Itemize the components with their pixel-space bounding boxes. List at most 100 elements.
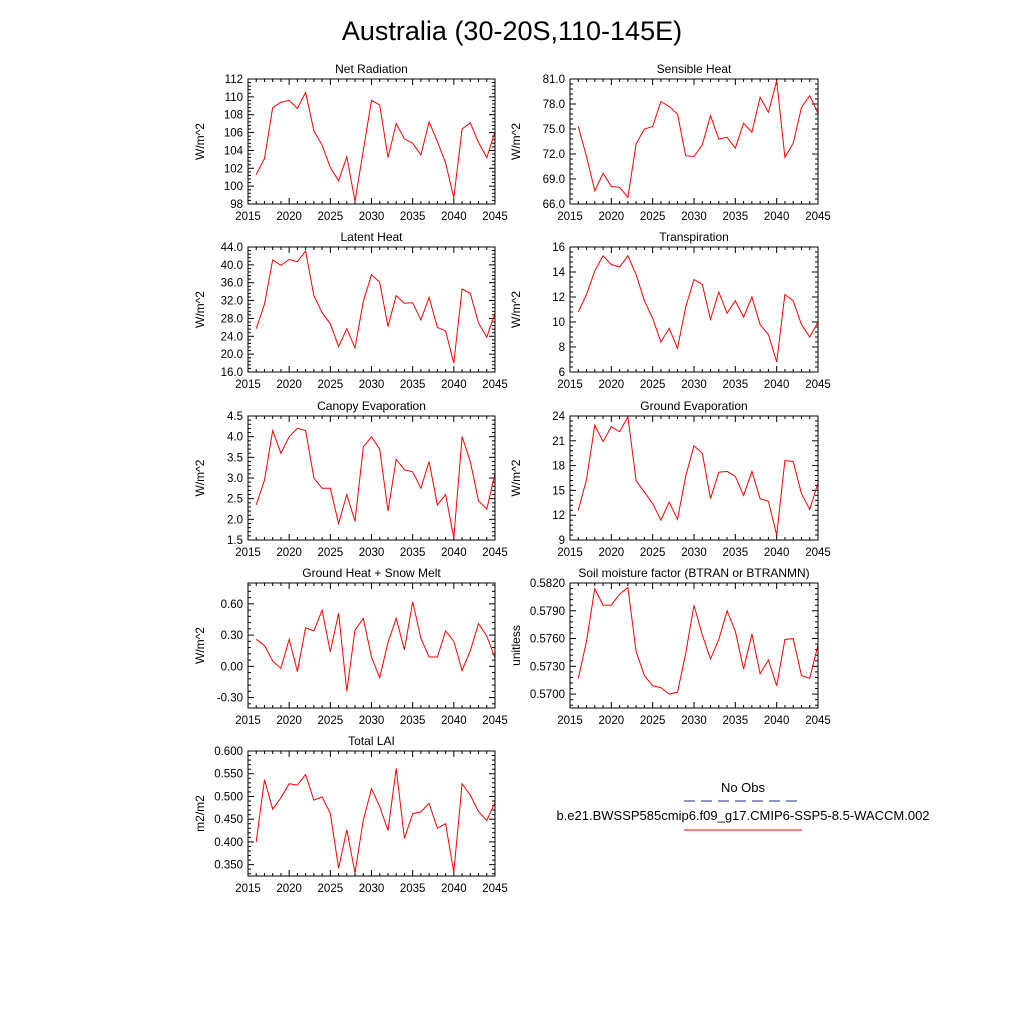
y-tick-label: 102 [224, 163, 243, 175]
y-tick-label: 44.0 [221, 242, 243, 254]
y-tick-label: 112 [225, 74, 243, 86]
panel-9: Total LAI 2015 2020 2025 2030 2035 2040 2045 0.3… [193, 734, 508, 895]
x-tick-label: 2020 [599, 379, 625, 391]
y-tick-label: 28.0 [221, 313, 243, 325]
series-line [255, 768, 496, 873]
x-tick-label: 2025 [640, 715, 666, 727]
panel-title: Net Radiation [335, 62, 408, 76]
x-tick-label: 2040 [764, 547, 790, 559]
y-tick-label: 110 [225, 92, 243, 104]
y-axis-label: W/m^2 [193, 123, 207, 160]
x-tick-label: 2015 [557, 547, 583, 559]
y-axis-label: W/m^2 [509, 123, 523, 160]
x-tick-label: 2030 [359, 715, 385, 727]
plot-frame [569, 582, 819, 709]
panel-title: Canopy Evaporation [317, 399, 426, 413]
y-tick-label: 69.0 [543, 174, 565, 186]
panel-title: Ground Evaporation [640, 399, 747, 413]
x-tick-label: 2045 [482, 715, 508, 727]
x-tick-label: 2040 [441, 211, 467, 223]
x-tick-label: 2025 [318, 547, 344, 559]
x-tick-label: 2035 [400, 379, 426, 391]
panel-8: Soil moisture factor (BTRAN or BTRANMN) 2… [509, 566, 831, 727]
y-axis-label: W/m^2 [193, 627, 207, 664]
y-tick-label: 20.0 [221, 349, 243, 361]
y-tick-label: 81.0 [543, 74, 565, 86]
x-tick-label: 2045 [482, 379, 508, 391]
legend: No Obs b.e21.BWSSP585cmip6.f09_g17.CMIP6… [556, 780, 930, 831]
y-axis-label: unitless [509, 625, 523, 666]
y-tick-label: 0.30 [221, 630, 243, 642]
x-tick-label: 2030 [681, 211, 707, 223]
x-tick-label: 2020 [276, 379, 302, 391]
y-tick-label: 0.600 [214, 746, 243, 758]
x-tick-label: 2020 [276, 715, 302, 727]
x-tick-label: 2030 [681, 379, 707, 391]
x-tick-label: 2025 [318, 379, 344, 391]
x-tick-label: 2035 [400, 211, 426, 223]
plot-frame [569, 78, 819, 205]
x-tick-label: 2020 [599, 715, 625, 727]
x-tick-label: 2035 [723, 547, 749, 559]
y-tick-label: 16 [552, 242, 565, 254]
x-tick-label: 2035 [400, 547, 426, 559]
y-tick-label: 24.0 [221, 331, 243, 343]
y-tick-label: 16.0 [221, 367, 243, 379]
y-tick-label: 10 [552, 317, 565, 329]
x-tick-label: 2035 [400, 883, 426, 895]
panel-title: Total LAI [348, 734, 395, 748]
x-tick-label: 2045 [482, 547, 508, 559]
x-tick-label: 2030 [359, 379, 385, 391]
series-line [255, 427, 496, 538]
x-tick-label: 2045 [805, 715, 831, 727]
plot-frame [247, 750, 496, 877]
y-tick-label: 78.0 [543, 99, 565, 111]
x-tick-label: 2040 [764, 379, 790, 391]
x-tick-label: 2040 [441, 883, 467, 895]
figure-title: Australia (30-20S,110-145E) [342, 16, 682, 46]
series-line [255, 601, 496, 692]
x-tick-label: 2020 [276, 547, 302, 559]
y-tick-label: 14 [552, 267, 565, 279]
y-tick-label: 0.5820 [530, 578, 565, 590]
y-tick-label: 0.550 [214, 769, 243, 781]
y-tick-label: 12 [552, 510, 565, 522]
x-tick-label: 2020 [599, 211, 625, 223]
y-tick-label: 18 [552, 461, 565, 473]
panel-title: Ground Heat + Snow Melt [302, 566, 441, 580]
x-tick-label: 2030 [681, 547, 707, 559]
y-tick-label: 21 [552, 436, 565, 448]
y-tick-label: 32.0 [221, 296, 243, 308]
panels-group: Net Radiation 2015 2020 2025 2030 2035 2040 204… [193, 62, 831, 895]
x-tick-label: 2015 [235, 379, 261, 391]
plot-frame [247, 415, 496, 541]
x-tick-label: 2040 [441, 379, 467, 391]
y-tick-label: 1.5 [227, 535, 243, 547]
x-tick-label: 2045 [805, 211, 831, 223]
y-tick-label: 24 [552, 411, 565, 423]
x-tick-label: 2035 [723, 211, 749, 223]
y-tick-label: 12 [552, 292, 565, 304]
x-tick-label: 2030 [359, 211, 385, 223]
series-line [577, 80, 819, 199]
x-tick-label: 2040 [764, 715, 790, 727]
plot-frame [569, 415, 819, 541]
y-tick-label: 0.00 [221, 661, 243, 673]
x-tick-label: 2025 [640, 547, 666, 559]
y-tick-label: 3.5 [227, 452, 243, 464]
y-tick-label: 0.5730 [530, 661, 565, 673]
x-tick-label: 2025 [318, 715, 344, 727]
panel-2: Sensible Heat 2015 2020 2025 2030 2035 2040 204… [509, 62, 831, 223]
panel-7: Ground Heat + Snow Melt 2015 2020 2025 2030 2… [193, 566, 508, 727]
x-tick-label: 2020 [599, 547, 625, 559]
x-tick-label: 2025 [640, 379, 666, 391]
y-tick-label: 106 [224, 128, 243, 140]
series-line [577, 586, 819, 695]
plot-frame [247, 582, 496, 709]
y-tick-label: 9 [559, 535, 565, 547]
y-tick-label: 36.0 [221, 278, 243, 290]
series-line [577, 254, 819, 363]
x-tick-label: 2035 [723, 715, 749, 727]
x-tick-label: 2015 [557, 379, 583, 391]
y-tick-label: 0.350 [214, 860, 243, 872]
